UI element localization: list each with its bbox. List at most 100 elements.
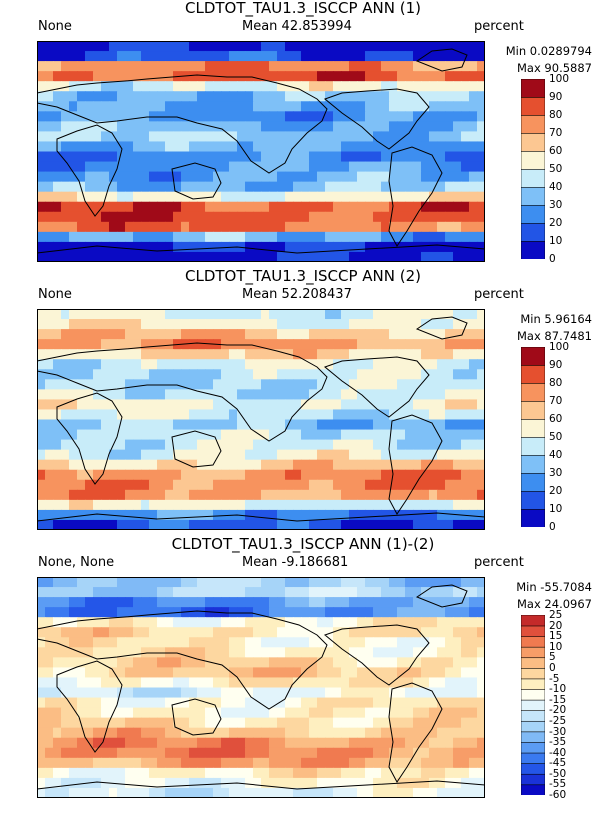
- map-cell: [445, 409, 454, 421]
- colorbar-swatch: [521, 678, 545, 690]
- map-cell: [365, 41, 374, 52]
- map-cell: [437, 339, 446, 350]
- map-cell: [389, 687, 398, 699]
- map-cell: [405, 339, 414, 350]
- map-cell: [365, 577, 374, 588]
- map-cell: [389, 429, 398, 441]
- map-cell: [421, 677, 430, 689]
- map-cell: [373, 329, 382, 340]
- map-cell: [173, 141, 182, 153]
- map-cell: [245, 251, 254, 262]
- map-cell: [181, 101, 190, 112]
- map-cell: [461, 647, 470, 658]
- map-cell: [333, 697, 342, 709]
- map-cell: [397, 221, 406, 233]
- map-cell: [189, 309, 198, 320]
- map-cell: [341, 657, 350, 669]
- map-cell: [197, 777, 206, 789]
- map-cell: [157, 151, 166, 163]
- map-cell: [293, 439, 302, 451]
- map-cell: [333, 787, 342, 798]
- map-cell: [429, 409, 438, 421]
- colorbar-tick-label: -50: [549, 767, 567, 780]
- map-cell: [69, 469, 78, 481]
- map-cell: [285, 91, 294, 102]
- map-cell: [205, 171, 214, 183]
- map-cell: [53, 161, 62, 173]
- map-cell: [461, 329, 470, 340]
- map-cell: [53, 767, 62, 779]
- map-cell: [205, 41, 214, 52]
- map-cell: [325, 409, 334, 421]
- map-cell: [341, 181, 350, 193]
- map-cell: [157, 499, 166, 511]
- map-cell: [469, 41, 478, 52]
- colorbar-swatch: [521, 688, 545, 701]
- map-cell: [77, 71, 86, 82]
- map-cell: [437, 479, 446, 491]
- map-cell: [293, 577, 302, 588]
- map-cell: [133, 171, 142, 183]
- map-cell: [477, 597, 485, 608]
- map-cell: [389, 459, 398, 471]
- map-cell: [237, 339, 246, 350]
- map-cell: [237, 211, 246, 223]
- map-cell: [389, 121, 398, 133]
- map-cell: [317, 647, 326, 658]
- map-cell: [85, 81, 94, 92]
- map-cell: [245, 359, 254, 370]
- map-cell: [293, 231, 302, 243]
- map-cell: [173, 509, 182, 521]
- map-cell: [365, 687, 374, 699]
- map-cell: [229, 499, 238, 511]
- map-cell: [109, 141, 118, 153]
- map-cell: [269, 509, 278, 521]
- map-cell: [85, 171, 94, 183]
- map-cell: [77, 489, 86, 501]
- map-cell: [229, 677, 238, 689]
- map-cell: [301, 519, 310, 530]
- map-cell: [405, 657, 414, 669]
- colorbar-tick-label: 90: [549, 91, 563, 103]
- map-cell: [373, 617, 382, 628]
- map-cell: [413, 121, 422, 133]
- map-cell: [397, 687, 406, 699]
- map-cell: [317, 121, 326, 133]
- map-cell: [389, 131, 398, 143]
- map-cell: [453, 707, 462, 719]
- map-cell: [333, 757, 342, 769]
- map-cell: [77, 389, 86, 401]
- map-cell: [357, 607, 366, 618]
- map-cell: [85, 577, 94, 588]
- map-cell: [453, 777, 462, 789]
- map-cell: [117, 459, 126, 471]
- map-cell: [365, 319, 374, 330]
- map-cell: [301, 211, 310, 223]
- map-cell: [429, 101, 438, 112]
- map-cell: [333, 359, 342, 370]
- map-cell: [253, 777, 262, 789]
- map-cell: [125, 221, 134, 233]
- map-cell: [301, 181, 310, 193]
- map-cell: [77, 309, 86, 320]
- map-cell: [453, 191, 462, 203]
- map-cell: [365, 637, 374, 648]
- map-cell: [301, 509, 310, 521]
- map-cell: [165, 667, 174, 679]
- map-cell: [293, 419, 302, 431]
- map-cell: [277, 181, 286, 193]
- map-cell: [357, 587, 366, 598]
- map-cell: [45, 439, 54, 451]
- map-cell: [333, 677, 342, 689]
- map-cell: [237, 727, 246, 739]
- map-cell: [413, 221, 422, 233]
- map-cell: [229, 697, 238, 709]
- map-cell: [349, 379, 358, 390]
- map-cell: [341, 141, 350, 153]
- map-cell: [69, 459, 78, 471]
- map-cell: [461, 419, 470, 431]
- map-cell: [109, 221, 118, 233]
- map-cell: [277, 349, 286, 360]
- map-cell: [413, 251, 422, 262]
- map-cell: [85, 111, 94, 122]
